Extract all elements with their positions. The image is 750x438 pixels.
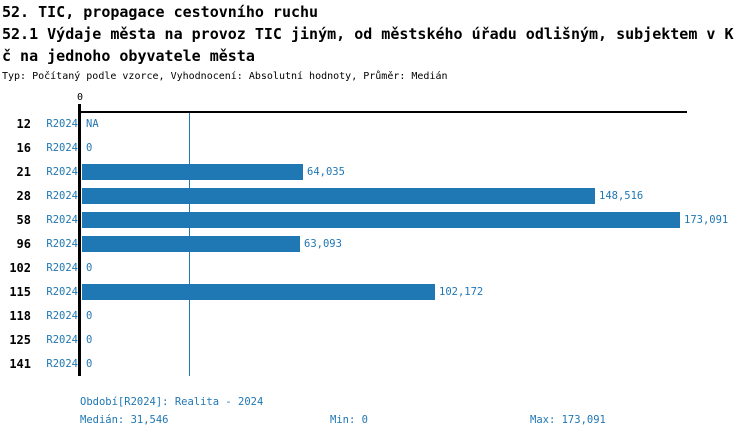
row-value-label: 64,035 bbox=[307, 166, 345, 178]
x-axis-line bbox=[80, 111, 687, 113]
chart-row: 12 R2024 NA bbox=[0, 112, 750, 136]
row-period-label: R2024 bbox=[46, 358, 78, 370]
value-bar bbox=[82, 164, 303, 180]
row-period-label: R2024 bbox=[46, 142, 78, 154]
footer-max-label: Max: 173,091 bbox=[530, 414, 606, 426]
chart-title-line1: 52. TIC, propagace cestovního ruchu bbox=[2, 3, 319, 21]
row-period-label: R2024 bbox=[46, 334, 78, 346]
row-value-label: 0 bbox=[86, 142, 93, 154]
chart-title-line2: 52.1 Výdaje města na provoz TIC jiným, o… bbox=[2, 25, 734, 43]
value-bar bbox=[82, 212, 680, 228]
chart-meta-line: Typ: Počítaný podle vzorce, Vyhodnocení:… bbox=[2, 71, 448, 82]
row-value-label: 102,172 bbox=[439, 286, 484, 298]
row-period-label: R2024 bbox=[46, 118, 78, 130]
value-bar bbox=[82, 188, 595, 204]
row-period-label: R2024 bbox=[46, 166, 78, 178]
row-category-label: 28 bbox=[16, 189, 31, 203]
chart-header: 52. TIC, propagace cestovního ruchu 52.1… bbox=[2, 1, 734, 84]
row-period-label: R2024 bbox=[46, 286, 78, 298]
chart-row: 16 R2024 0 bbox=[0, 136, 750, 160]
row-category-label: 21 bbox=[16, 165, 31, 179]
row-value-label: 148,516 bbox=[599, 190, 644, 202]
row-category-label: 118 bbox=[9, 309, 31, 323]
row-value-label: 173,091 bbox=[684, 214, 729, 226]
chart-row: 102 R2024 0 bbox=[0, 256, 750, 280]
value-bar bbox=[82, 284, 435, 300]
row-category-label: 141 bbox=[9, 357, 31, 371]
row-value-label: NA bbox=[86, 118, 99, 130]
row-category-label: 58 bbox=[16, 213, 31, 227]
row-value-label: 63,093 bbox=[304, 238, 342, 250]
chart-row: 141 R2024 0 bbox=[0, 352, 750, 376]
row-category-label: 12 bbox=[16, 117, 31, 131]
footer-period-label: Období[R2024]: Realita - 2024 bbox=[80, 396, 264, 408]
row-category-label: 115 bbox=[9, 285, 31, 299]
chart-row: 125 R2024 0 bbox=[0, 328, 750, 352]
x-axis-zero-tick-label: 0 bbox=[76, 92, 84, 103]
row-category-label: 125 bbox=[9, 333, 31, 347]
row-category-label: 96 bbox=[16, 237, 31, 251]
chart-row: 21 R2024 64,035 bbox=[0, 160, 750, 184]
row-category-label: 102 bbox=[9, 261, 31, 275]
row-period-label: R2024 bbox=[46, 190, 78, 202]
row-value-label: 0 bbox=[86, 358, 93, 370]
chart-row: 96 R2024 63,093 bbox=[0, 232, 750, 256]
row-value-label: 0 bbox=[86, 262, 93, 274]
chart-row: 115 R2024 102,172 bbox=[0, 280, 750, 304]
row-value-label: 0 bbox=[86, 310, 93, 322]
chart-row: 58 R2024 173,091 bbox=[0, 208, 750, 232]
row-period-label: R2024 bbox=[46, 238, 78, 250]
footer-median-label: Medián: 31,546 bbox=[80, 414, 169, 426]
chart-row: 28 R2024 148,516 bbox=[0, 184, 750, 208]
row-category-label: 16 bbox=[16, 141, 31, 155]
chart-row: 118 R2024 0 bbox=[0, 304, 750, 328]
row-period-label: R2024 bbox=[46, 214, 78, 226]
row-period-label: R2024 bbox=[46, 310, 78, 322]
footer-min-label: Min: 0 bbox=[330, 414, 368, 426]
row-value-label: 0 bbox=[86, 334, 93, 346]
row-period-label: R2024 bbox=[46, 262, 78, 274]
value-bar bbox=[82, 236, 300, 252]
y-axis-line bbox=[78, 104, 81, 376]
chart-title-line3: č na jednoho obyvatele města bbox=[2, 47, 255, 65]
